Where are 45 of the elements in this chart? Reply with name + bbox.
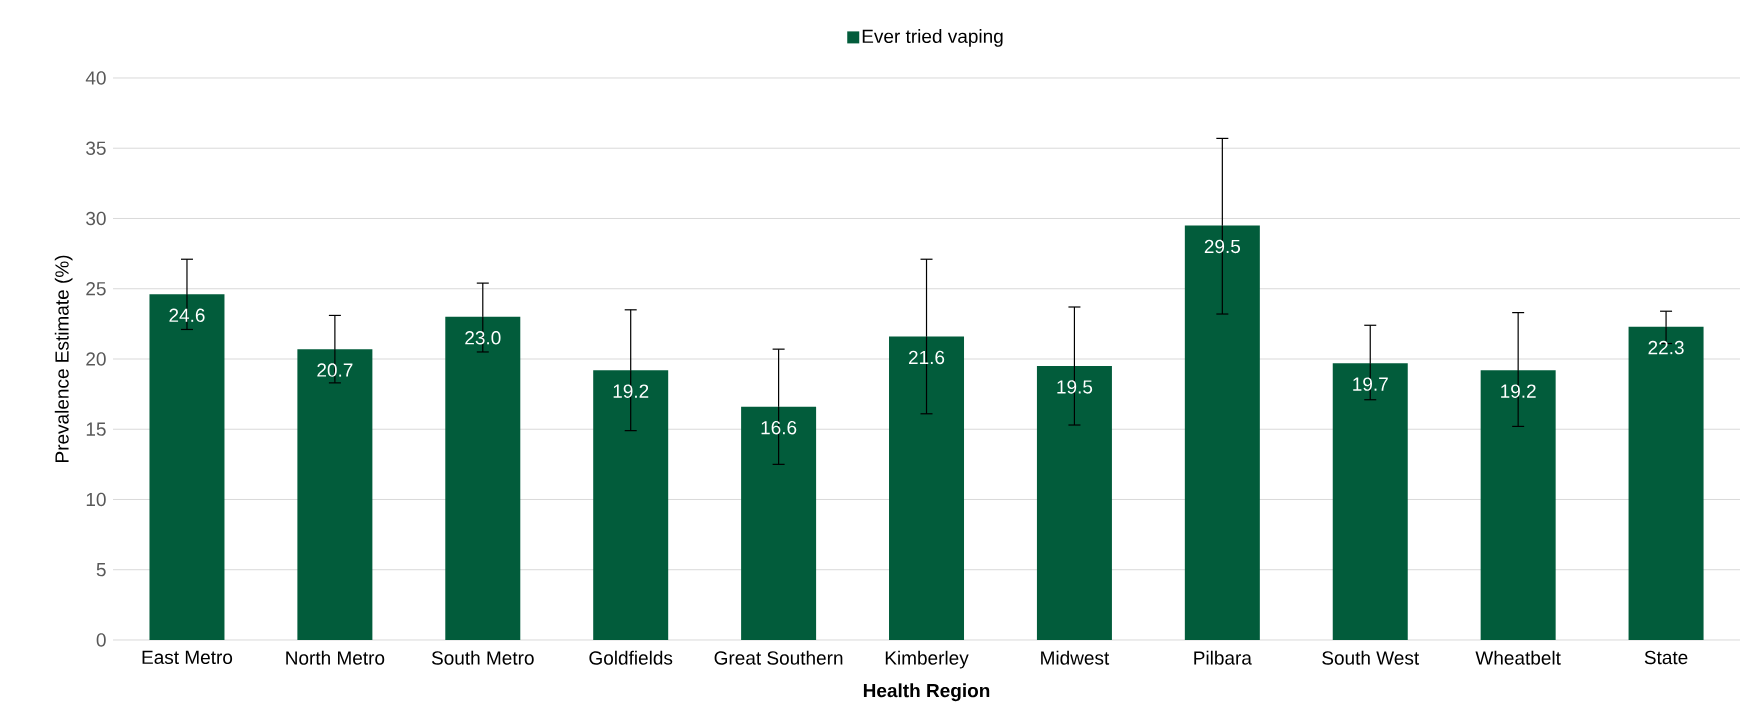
data-label: 20.7 bbox=[317, 363, 353, 377]
x-tick-label: South West bbox=[1322, 650, 1420, 665]
y-tick-label: 15 bbox=[86, 422, 106, 436]
data-label: 19.2 bbox=[1501, 384, 1536, 398]
data-label: 29.5 bbox=[1204, 239, 1241, 254]
y-tick-label: 40 bbox=[85, 71, 106, 85]
legend-label: Ever tried vaping bbox=[862, 29, 1003, 47]
x-tick-label: North Metro bbox=[286, 650, 385, 665]
bar bbox=[1480, 370, 1556, 640]
x-tick-label: Goldfields bbox=[589, 650, 673, 665]
bar bbox=[741, 406, 817, 640]
y-tick-label: 10 bbox=[86, 492, 106, 507]
x-tick-label: East Metro bbox=[142, 650, 233, 665]
bar bbox=[1628, 326, 1704, 640]
y-tick-label: 20 bbox=[86, 352, 106, 366]
y-axis-title: Prevalence Estimate (%) bbox=[54, 255, 73, 462]
x-tick-label: South Metro bbox=[431, 650, 534, 665]
bar bbox=[445, 316, 521, 640]
bar bbox=[1036, 366, 1112, 640]
data-label: 22.3 bbox=[1648, 340, 1684, 355]
x-tick-label: Pilbara bbox=[1194, 650, 1252, 665]
bar bbox=[149, 294, 225, 640]
bar bbox=[593, 370, 669, 640]
y-tick-label: 5 bbox=[96, 563, 106, 577]
data-label: 19.5 bbox=[1057, 380, 1093, 394]
bar bbox=[1184, 225, 1260, 640]
bar bbox=[889, 336, 965, 640]
bar bbox=[1332, 363, 1408, 640]
x-tick-label: Wheatbelt bbox=[1475, 650, 1561, 665]
data-label: 19.7 bbox=[1353, 377, 1388, 391]
y-tick-label: 30 bbox=[86, 211, 106, 226]
x-tick-label: Midwest bbox=[1041, 650, 1110, 665]
x-tick-label: Great Southern bbox=[714, 650, 843, 665]
x-tick-label: Kimberley bbox=[885, 650, 969, 669]
x-axis-title: Health Region bbox=[863, 683, 990, 702]
x-tick-label: State bbox=[1644, 650, 1688, 665]
data-label: 24.6 bbox=[169, 308, 205, 323]
data-label: 23.0 bbox=[465, 331, 501, 345]
data-label: 16.6 bbox=[761, 420, 797, 435]
data-label: 19.2 bbox=[613, 384, 649, 398]
bar bbox=[297, 349, 373, 640]
y-tick-label: 0 bbox=[96, 633, 106, 647]
y-tick-label: 25 bbox=[86, 282, 106, 296]
y-tick-label: 35 bbox=[86, 141, 106, 155]
data-label: 21.6 bbox=[908, 350, 945, 365]
